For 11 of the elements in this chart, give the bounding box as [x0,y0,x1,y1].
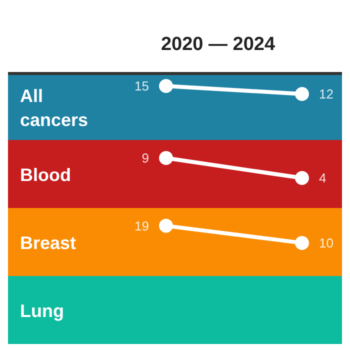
data-label: 19 [134,218,149,234]
data-label: 10 [319,235,334,250]
data-label: 12 [319,86,334,102]
y-axis-title: Breast [20,233,76,253]
data-label: 15 [134,78,149,94]
data-label: 9 [142,150,149,166]
y-axis-title: All cancers [20,86,88,130]
y-axis-title: Blood [20,165,71,185]
data-label: 4 [319,170,326,186]
text: Lung [20,301,64,321]
chart-title: 2020 — 2024 [160,34,276,55]
